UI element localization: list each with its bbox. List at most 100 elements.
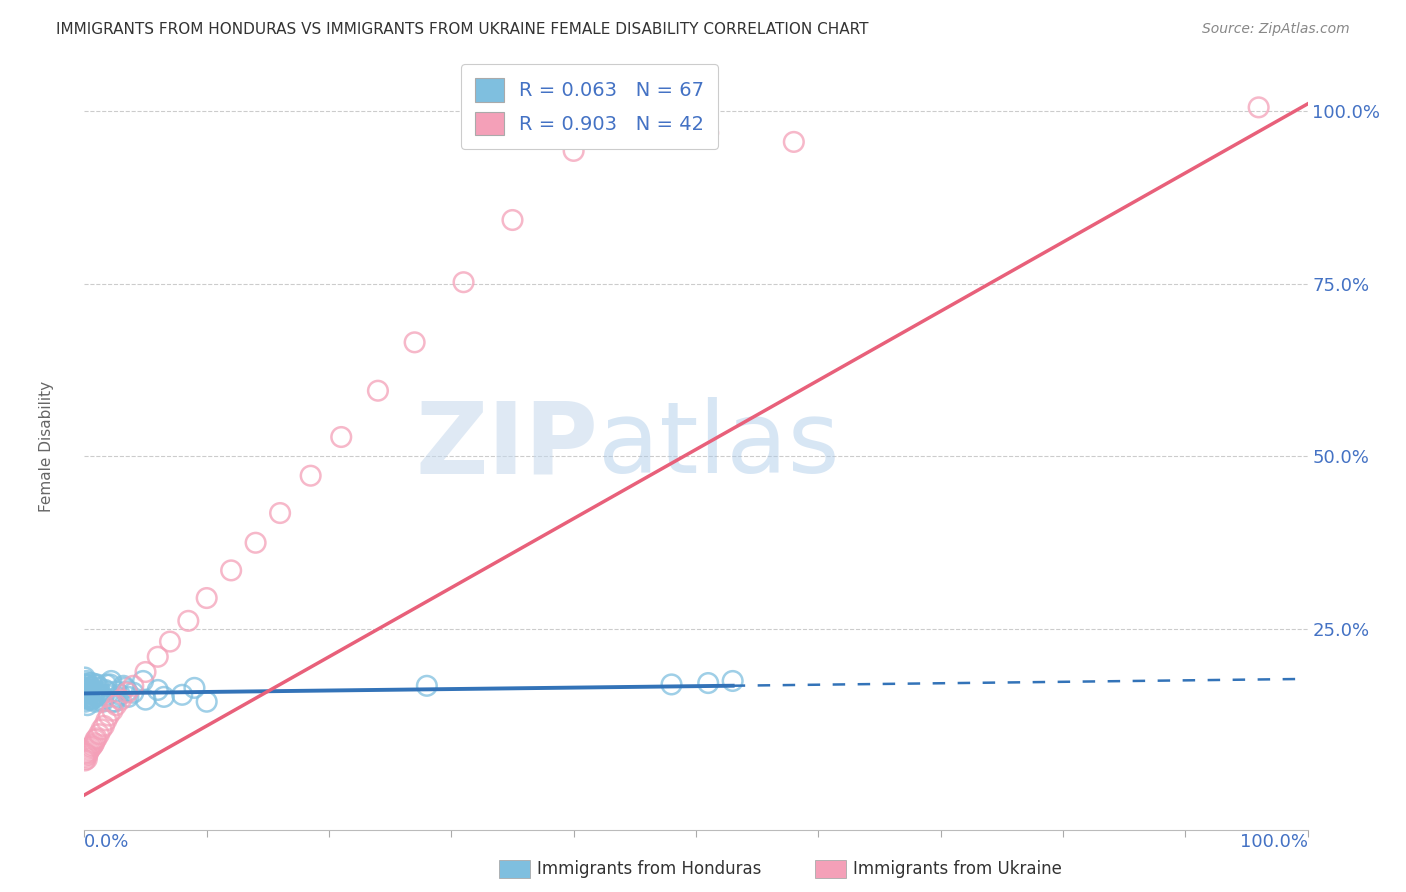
Point <box>195 695 218 709</box>
Point <box>76 673 98 688</box>
Point <box>404 335 426 350</box>
Point <box>108 688 131 702</box>
Point <box>77 745 100 759</box>
Point <box>96 677 118 691</box>
Point <box>77 679 100 693</box>
Point <box>146 682 169 697</box>
Point <box>84 732 107 747</box>
Point <box>75 690 97 704</box>
Point <box>77 690 100 704</box>
Text: ZIP: ZIP <box>415 398 598 494</box>
Point <box>79 692 101 706</box>
Point <box>89 686 111 700</box>
Point <box>75 688 97 702</box>
Point <box>783 135 806 149</box>
Point <box>86 731 108 746</box>
Point <box>122 679 145 693</box>
Point <box>76 752 98 766</box>
Point <box>697 676 720 690</box>
Point <box>90 723 112 737</box>
Point <box>117 690 139 704</box>
Point <box>245 535 267 549</box>
Point <box>79 681 101 695</box>
Point <box>76 692 98 706</box>
Text: 100.0%: 100.0% <box>1240 833 1308 851</box>
Point <box>93 719 115 733</box>
Point <box>77 686 100 700</box>
Point <box>416 679 439 693</box>
Point <box>96 684 118 698</box>
Point <box>172 688 194 702</box>
Point <box>97 708 120 723</box>
Point <box>75 682 97 697</box>
Point <box>77 676 100 690</box>
Point <box>135 692 157 706</box>
Point <box>122 686 145 700</box>
Point <box>86 677 108 691</box>
Point <box>82 688 104 702</box>
Point <box>661 677 683 691</box>
Point <box>96 714 118 728</box>
Point <box>83 684 105 698</box>
Point <box>183 681 205 695</box>
Point <box>697 126 720 140</box>
Point <box>110 692 132 706</box>
Point <box>177 614 200 628</box>
Point <box>195 591 218 605</box>
Point <box>75 677 97 691</box>
Point <box>83 736 105 750</box>
Point <box>105 698 128 713</box>
Point <box>87 727 110 741</box>
Point <box>75 750 97 764</box>
Point <box>114 681 136 695</box>
Point <box>562 144 585 158</box>
Point <box>98 677 121 691</box>
Point <box>84 682 107 697</box>
Point <box>84 677 107 691</box>
Point <box>330 430 353 444</box>
Point <box>76 698 98 713</box>
Point <box>91 695 114 709</box>
Point <box>77 686 100 700</box>
Point <box>76 688 98 702</box>
Text: Source: ZipAtlas.com: Source: ZipAtlas.com <box>1202 22 1350 37</box>
Point <box>75 747 97 761</box>
Point <box>73 671 96 685</box>
Point <box>115 684 138 698</box>
Point <box>76 681 98 695</box>
Point <box>75 684 97 698</box>
Point <box>104 695 127 709</box>
Point <box>79 682 101 697</box>
Point <box>80 692 103 706</box>
Text: Immigrants from Honduras: Immigrants from Honduras <box>537 860 762 878</box>
Point <box>77 743 100 757</box>
Point <box>75 691 97 706</box>
Point <box>101 695 124 709</box>
Point <box>502 213 524 227</box>
Point <box>101 704 124 718</box>
Point <box>75 677 97 691</box>
Point <box>73 681 96 695</box>
Point <box>79 741 101 756</box>
Point <box>453 275 475 289</box>
Point <box>105 690 128 704</box>
Point <box>153 690 176 704</box>
Point <box>97 688 120 702</box>
Point <box>73 754 96 768</box>
Point <box>112 679 135 693</box>
Point <box>100 673 122 688</box>
Point <box>89 688 111 702</box>
Text: IMMIGRANTS FROM HONDURAS VS IMMIGRANTS FROM UKRAINE FEMALE DISABILITY CORRELATIO: IMMIGRANTS FROM HONDURAS VS IMMIGRANTS F… <box>56 22 869 37</box>
Point <box>1247 100 1270 114</box>
Point <box>87 688 110 702</box>
Point <box>82 738 104 752</box>
Point <box>75 695 97 709</box>
Point <box>94 682 117 697</box>
Point <box>299 468 322 483</box>
Point <box>80 676 103 690</box>
Text: 0.0%: 0.0% <box>84 833 129 851</box>
Text: atlas: atlas <box>598 398 839 494</box>
Point <box>219 563 242 577</box>
Point <box>82 691 104 706</box>
Point <box>132 673 155 688</box>
